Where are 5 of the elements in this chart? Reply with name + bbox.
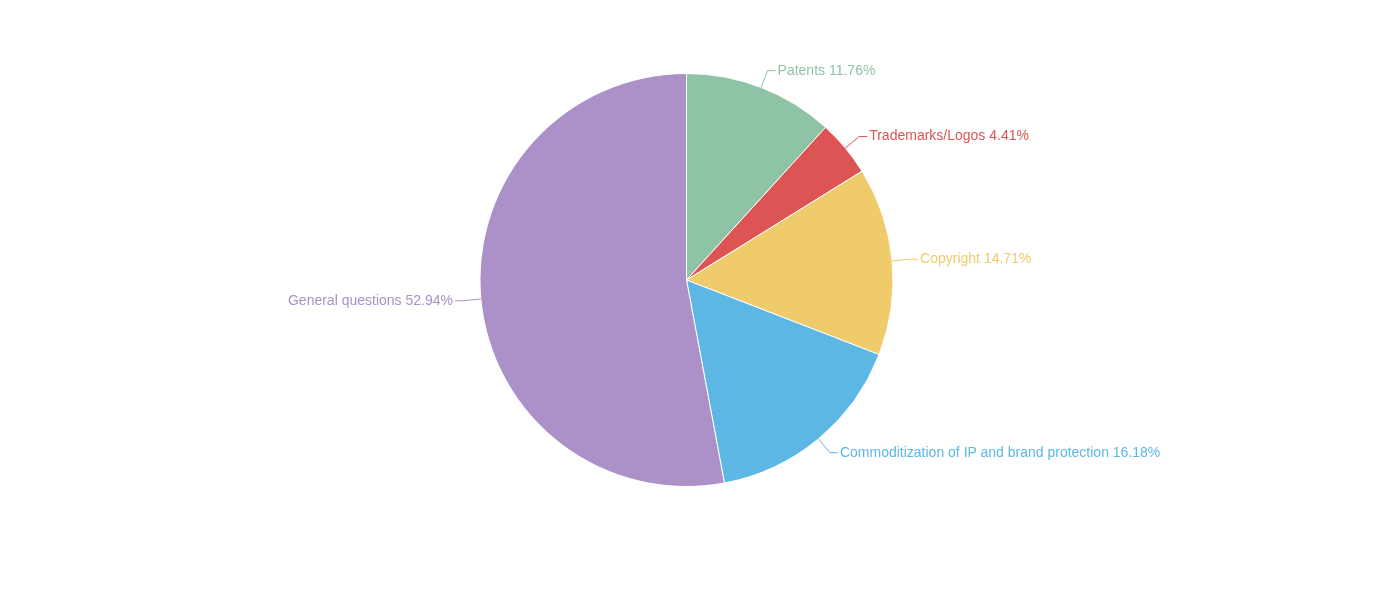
slice-label: Commoditization of IP and brand protection 16.18% — [839, 443, 1161, 460]
slice-label: Trademarks/Logos 4.41% — [869, 127, 1029, 144]
slice-label: General questions 52.94% — [287, 291, 453, 308]
slice-label: Copyright 14.71% — [920, 250, 1032, 267]
slice-label: Patents 11.76% — [777, 61, 876, 78]
